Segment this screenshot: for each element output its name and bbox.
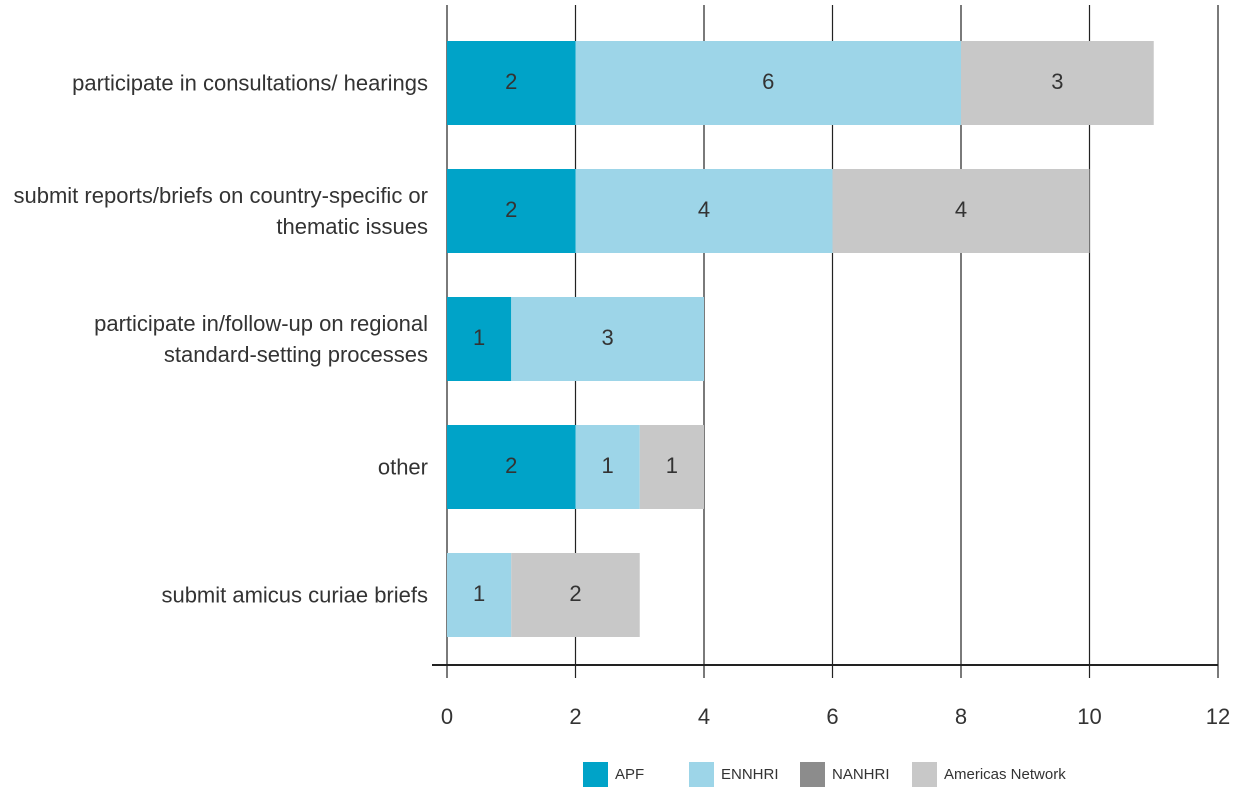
bar-segment [511, 553, 640, 637]
legend-swatch [583, 762, 608, 787]
data-label: 2 [505, 197, 517, 222]
data-label: 1 [666, 453, 678, 478]
bar-segment [447, 553, 512, 637]
data-label: 4 [698, 197, 710, 222]
data-label: 2 [569, 581, 581, 606]
legend-swatch [800, 762, 825, 787]
data-label: 2 [505, 453, 517, 478]
x-tick-label: 2 [569, 704, 581, 729]
data-label: 3 [602, 325, 614, 350]
legend-label: NANHRI [832, 766, 890, 783]
y-tick-label: participate in consultations/ hearings [72, 70, 428, 96]
legend-label: ENNHRI [721, 766, 779, 783]
data-label: 4 [955, 197, 967, 222]
bar-segment [575, 425, 640, 509]
bar-segment [575, 169, 833, 253]
bar-segment [447, 41, 576, 125]
x-tick-label: 8 [955, 704, 967, 729]
legend-swatch [912, 762, 937, 787]
x-tick-label: 12 [1206, 704, 1230, 729]
bar-segment [447, 425, 576, 509]
data-label: 1 [473, 581, 485, 606]
y-tick-label: other [377, 454, 428, 480]
y-tick-label: participate in/follow-up on regional sta… [94, 311, 428, 367]
x-tick-label: 10 [1077, 704, 1101, 729]
data-label: 6 [762, 69, 774, 94]
legend-label: APF [615, 766, 644, 783]
y-tick-label: submit amicus curiae briefs [161, 582, 428, 608]
y-tick-label: submit reports/briefs on country-specifi… [13, 183, 429, 239]
data-label: 1 [602, 453, 614, 478]
bar-segment [575, 41, 961, 125]
bar-segment [832, 169, 1090, 253]
legend-label: Americas Network [944, 766, 1066, 783]
legend-swatch [689, 762, 714, 787]
x-tick-label: 4 [698, 704, 710, 729]
x-tick-label: 6 [826, 704, 838, 729]
bar-segment [511, 297, 704, 381]
bar-segment [961, 41, 1154, 125]
data-label: 2 [505, 69, 517, 94]
x-tick-label: 0 [441, 704, 453, 729]
bar-segment [447, 169, 576, 253]
data-label: 3 [1051, 69, 1063, 94]
bar-segment [447, 297, 512, 381]
bar-segment [639, 425, 704, 509]
data-label: 1 [473, 325, 485, 350]
